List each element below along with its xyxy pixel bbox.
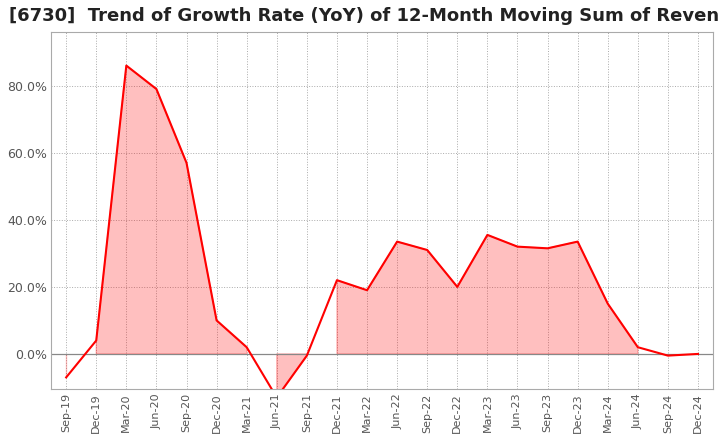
- Title: [6730]  Trend of Growth Rate (YoY) of 12-Month Moving Sum of Revenues: [6730] Trend of Growth Rate (YoY) of 12-…: [9, 7, 720, 25]
